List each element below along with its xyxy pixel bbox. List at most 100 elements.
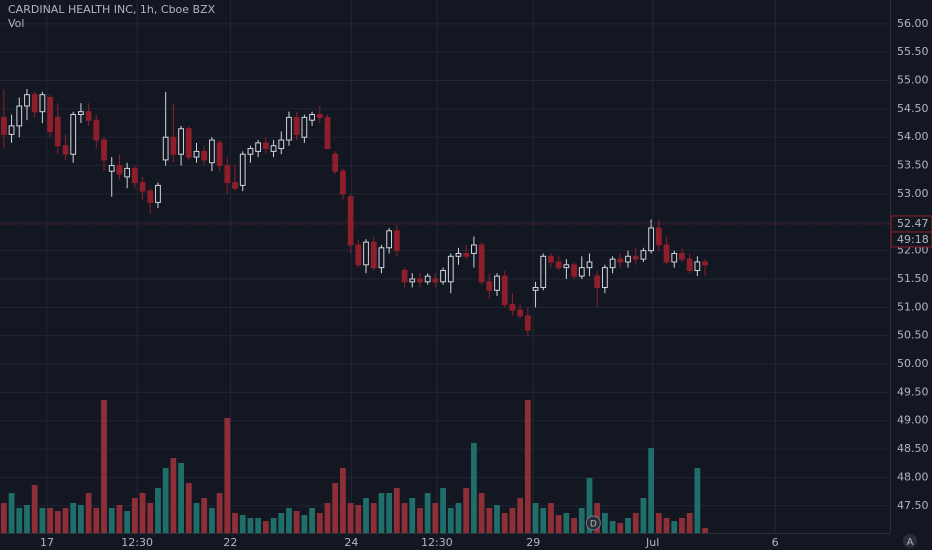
candle-body bbox=[640, 250, 647, 260]
candle-body bbox=[370, 241, 377, 269]
candle-body bbox=[524, 315, 531, 331]
volume-bar bbox=[663, 518, 670, 533]
candle-body bbox=[262, 142, 269, 150]
candle-body bbox=[85, 111, 92, 121]
candle-body bbox=[440, 269, 446, 283]
candles bbox=[0, 89, 890, 336]
candle-body bbox=[108, 165, 115, 172]
volume-label: Vol bbox=[8, 17, 24, 30]
candle-body bbox=[571, 264, 577, 277]
auto-scale-button[interactable] bbox=[903, 534, 917, 548]
volume-bar bbox=[532, 503, 539, 533]
candle-body bbox=[625, 255, 631, 263]
axes: 47.50 48.00 48.50 49.00 49.50 50.00 50.50 51.00… bbox=[40, 17, 932, 549]
candle-body bbox=[54, 116, 61, 147]
candle-body bbox=[239, 153, 246, 186]
volume-bar bbox=[679, 518, 685, 533]
candle-body bbox=[578, 267, 585, 277]
y-tick-label: 55.00 bbox=[897, 74, 929, 87]
candle-body bbox=[0, 116, 7, 135]
volume-bar bbox=[193, 503, 200, 533]
x-tick-label: 24 bbox=[344, 536, 358, 549]
volume-bar bbox=[378, 493, 385, 533]
x-tick-label: 29 bbox=[526, 536, 540, 549]
volume-bars bbox=[0, 400, 708, 533]
volume-bar bbox=[39, 508, 46, 533]
volume-bar bbox=[602, 513, 608, 533]
volume-bar bbox=[517, 498, 524, 533]
volume-bar bbox=[540, 508, 547, 533]
volume-bar bbox=[686, 513, 693, 533]
candle-body bbox=[386, 230, 393, 249]
volume-bar bbox=[262, 521, 269, 533]
candle-body bbox=[424, 275, 431, 283]
candle-body bbox=[401, 269, 408, 283]
dividend-badge-label: D bbox=[590, 520, 597, 530]
candle-body bbox=[278, 139, 285, 150]
candle-body bbox=[301, 116, 308, 138]
candle-body bbox=[548, 255, 554, 263]
volume-bar bbox=[93, 508, 100, 533]
volume-bar bbox=[409, 498, 416, 533]
candle-body bbox=[378, 247, 385, 269]
candle-body bbox=[586, 261, 593, 269]
candle-body bbox=[162, 136, 169, 161]
candle-body bbox=[309, 114, 315, 121]
volume-bar bbox=[270, 518, 277, 533]
auto-scale-label[interactable]: A bbox=[907, 537, 914, 548]
candle-body bbox=[609, 258, 616, 269]
volume-bar bbox=[116, 505, 123, 533]
volume-bar bbox=[185, 483, 192, 533]
candle-body bbox=[694, 261, 701, 271]
volume-bar bbox=[386, 493, 393, 533]
volume-bar bbox=[239, 515, 246, 533]
y-tick-label: 49.00 bbox=[897, 414, 929, 427]
x-tick-label: 17 bbox=[40, 536, 54, 549]
volume-bar bbox=[16, 508, 23, 533]
volume-bar bbox=[548, 503, 554, 533]
volume-bar bbox=[617, 523, 624, 533]
volume-bar bbox=[62, 508, 69, 533]
volume-bar bbox=[563, 513, 570, 533]
candle-body bbox=[478, 244, 485, 283]
countdown-label: 49:18 bbox=[897, 233, 929, 246]
candle-body bbox=[193, 150, 200, 158]
volume-bar bbox=[216, 493, 223, 533]
candle-body bbox=[501, 275, 508, 305]
volume-bar bbox=[54, 511, 61, 533]
volume-bar bbox=[24, 505, 30, 533]
candle-body bbox=[131, 167, 138, 184]
dividend-badge bbox=[585, 515, 601, 531]
candle-body bbox=[617, 258, 624, 263]
volume-bar bbox=[8, 493, 15, 533]
y-tick-label: 54.00 bbox=[897, 130, 929, 143]
volume-bar bbox=[232, 513, 238, 533]
volume-bar bbox=[340, 468, 346, 533]
candle-body bbox=[463, 252, 470, 257]
x-tick-label: Jul bbox=[645, 536, 659, 549]
candle-body bbox=[155, 184, 161, 203]
volume-bar bbox=[655, 513, 662, 533]
volume-bar bbox=[301, 515, 308, 533]
candle-body bbox=[31, 94, 38, 113]
candle-body bbox=[270, 145, 277, 152]
volume-bar bbox=[432, 503, 439, 533]
volume-bar bbox=[139, 493, 146, 533]
volume-bar bbox=[609, 521, 616, 533]
volume-bar bbox=[478, 493, 485, 533]
candle-body bbox=[563, 264, 570, 269]
volume-bar bbox=[648, 448, 655, 533]
volume-bar bbox=[463, 488, 470, 533]
candle-body bbox=[39, 94, 46, 113]
candle-body bbox=[332, 153, 339, 172]
y-tick-label: 51.00 bbox=[897, 300, 929, 313]
candle-body bbox=[232, 182, 238, 189]
candle-body bbox=[286, 116, 292, 141]
volume-bar bbox=[209, 508, 215, 533]
candle-body bbox=[62, 145, 69, 155]
volume-bar bbox=[347, 503, 354, 533]
grid bbox=[0, 0, 890, 533]
volume-bar bbox=[170, 458, 177, 533]
last-price-label: 52.47 bbox=[897, 217, 929, 230]
